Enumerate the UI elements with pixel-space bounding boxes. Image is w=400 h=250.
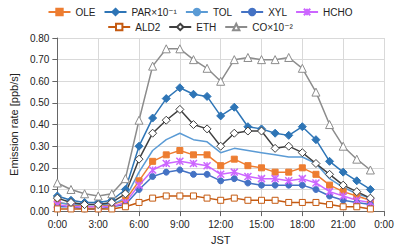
- svg-text:15:00: 15:00: [249, 219, 274, 230]
- svg-text:ALD2: ALD2: [135, 22, 160, 33]
- svg-text:0.50: 0.50: [30, 97, 50, 108]
- svg-text:0:00: 0:00: [48, 219, 68, 230]
- svg-text:OLE: OLE: [75, 7, 95, 18]
- svg-text:ETH: ETH: [196, 22, 216, 33]
- svg-text:CO×10⁻²: CO×10⁻²: [252, 22, 293, 33]
- svg-text:0.40: 0.40: [30, 119, 50, 130]
- svg-text:Emission rate [ppb/s]: Emission rate [ppb/s]: [8, 73, 20, 176]
- svg-text:6:00: 6:00: [129, 219, 149, 230]
- svg-text:3:00: 3:00: [88, 219, 108, 230]
- svg-text:0.60: 0.60: [30, 76, 50, 87]
- svg-text:12:00: 12:00: [208, 219, 233, 230]
- svg-text:0.20: 0.20: [30, 162, 50, 173]
- svg-text:PAR×10⁻¹: PAR×10⁻¹: [132, 7, 178, 18]
- svg-text:TOL: TOL: [213, 7, 233, 18]
- svg-text:18:00: 18:00: [290, 219, 315, 230]
- svg-text:HCHO: HCHO: [323, 7, 353, 18]
- svg-text:0.70: 0.70: [30, 54, 50, 65]
- svg-text:0:00: 0:00: [374, 219, 394, 230]
- svg-text:0.10: 0.10: [30, 184, 50, 195]
- svg-text:0.30: 0.30: [30, 141, 50, 152]
- svg-text:0.00: 0.00: [30, 206, 50, 217]
- svg-text:XYL: XYL: [268, 7, 287, 18]
- svg-text:21:00: 21:00: [331, 219, 356, 230]
- svg-text:9:00: 9:00: [170, 219, 190, 230]
- svg-text:0.80: 0.80: [30, 33, 50, 44]
- svg-text:JST: JST: [211, 234, 231, 246]
